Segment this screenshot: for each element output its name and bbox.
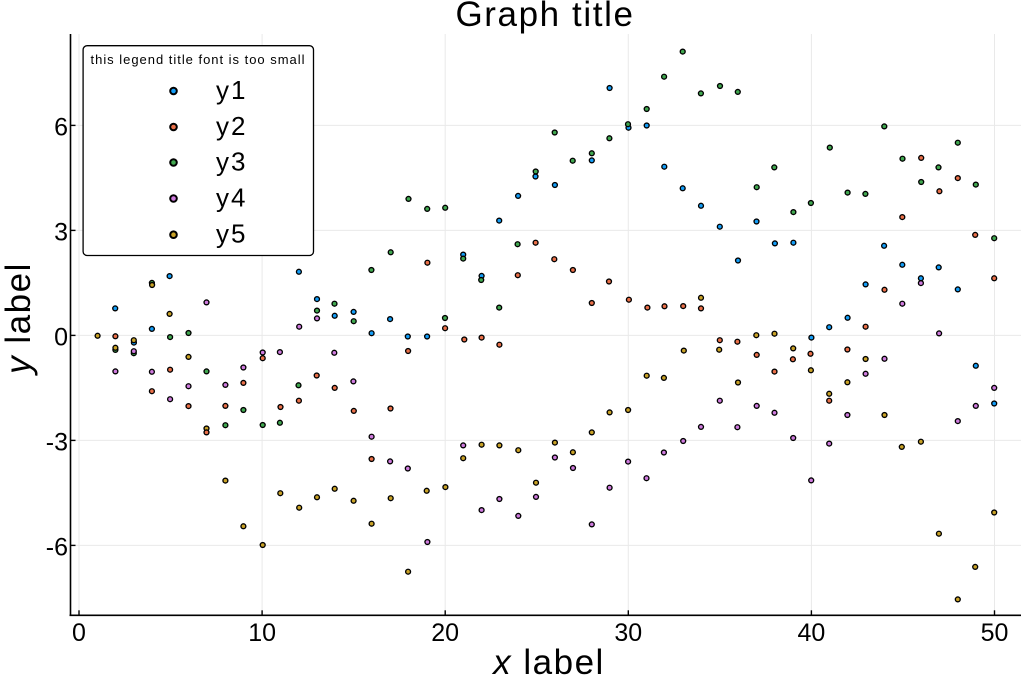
svg-text:y4: y4 — [216, 183, 247, 213]
svg-text:40: 40 — [797, 619, 825, 647]
svg-text:-6: -6 — [46, 533, 68, 561]
svg-text:10: 10 — [248, 619, 276, 647]
svg-text:-3: -3 — [46, 428, 68, 456]
svg-text:x label: x label — [491, 643, 605, 682]
svg-text:y1: y1 — [216, 75, 247, 105]
svg-text:Graph title: Graph title — [455, 0, 634, 34]
svg-text:y label: y label — [0, 262, 38, 376]
svg-text:50: 50 — [981, 619, 1009, 647]
svg-text:y3: y3 — [216, 147, 247, 177]
svg-text:y5: y5 — [216, 219, 247, 249]
svg-text:3: 3 — [54, 218, 68, 246]
svg-text:20: 20 — [431, 619, 459, 647]
svg-text:6: 6 — [54, 113, 68, 141]
svg-text:0: 0 — [54, 323, 68, 351]
svg-text:0: 0 — [72, 619, 86, 647]
svg-text:30: 30 — [614, 619, 642, 647]
svg-text:this legend title font is too: this legend title font is too small — [91, 52, 306, 67]
svg-text:y2: y2 — [216, 111, 247, 141]
